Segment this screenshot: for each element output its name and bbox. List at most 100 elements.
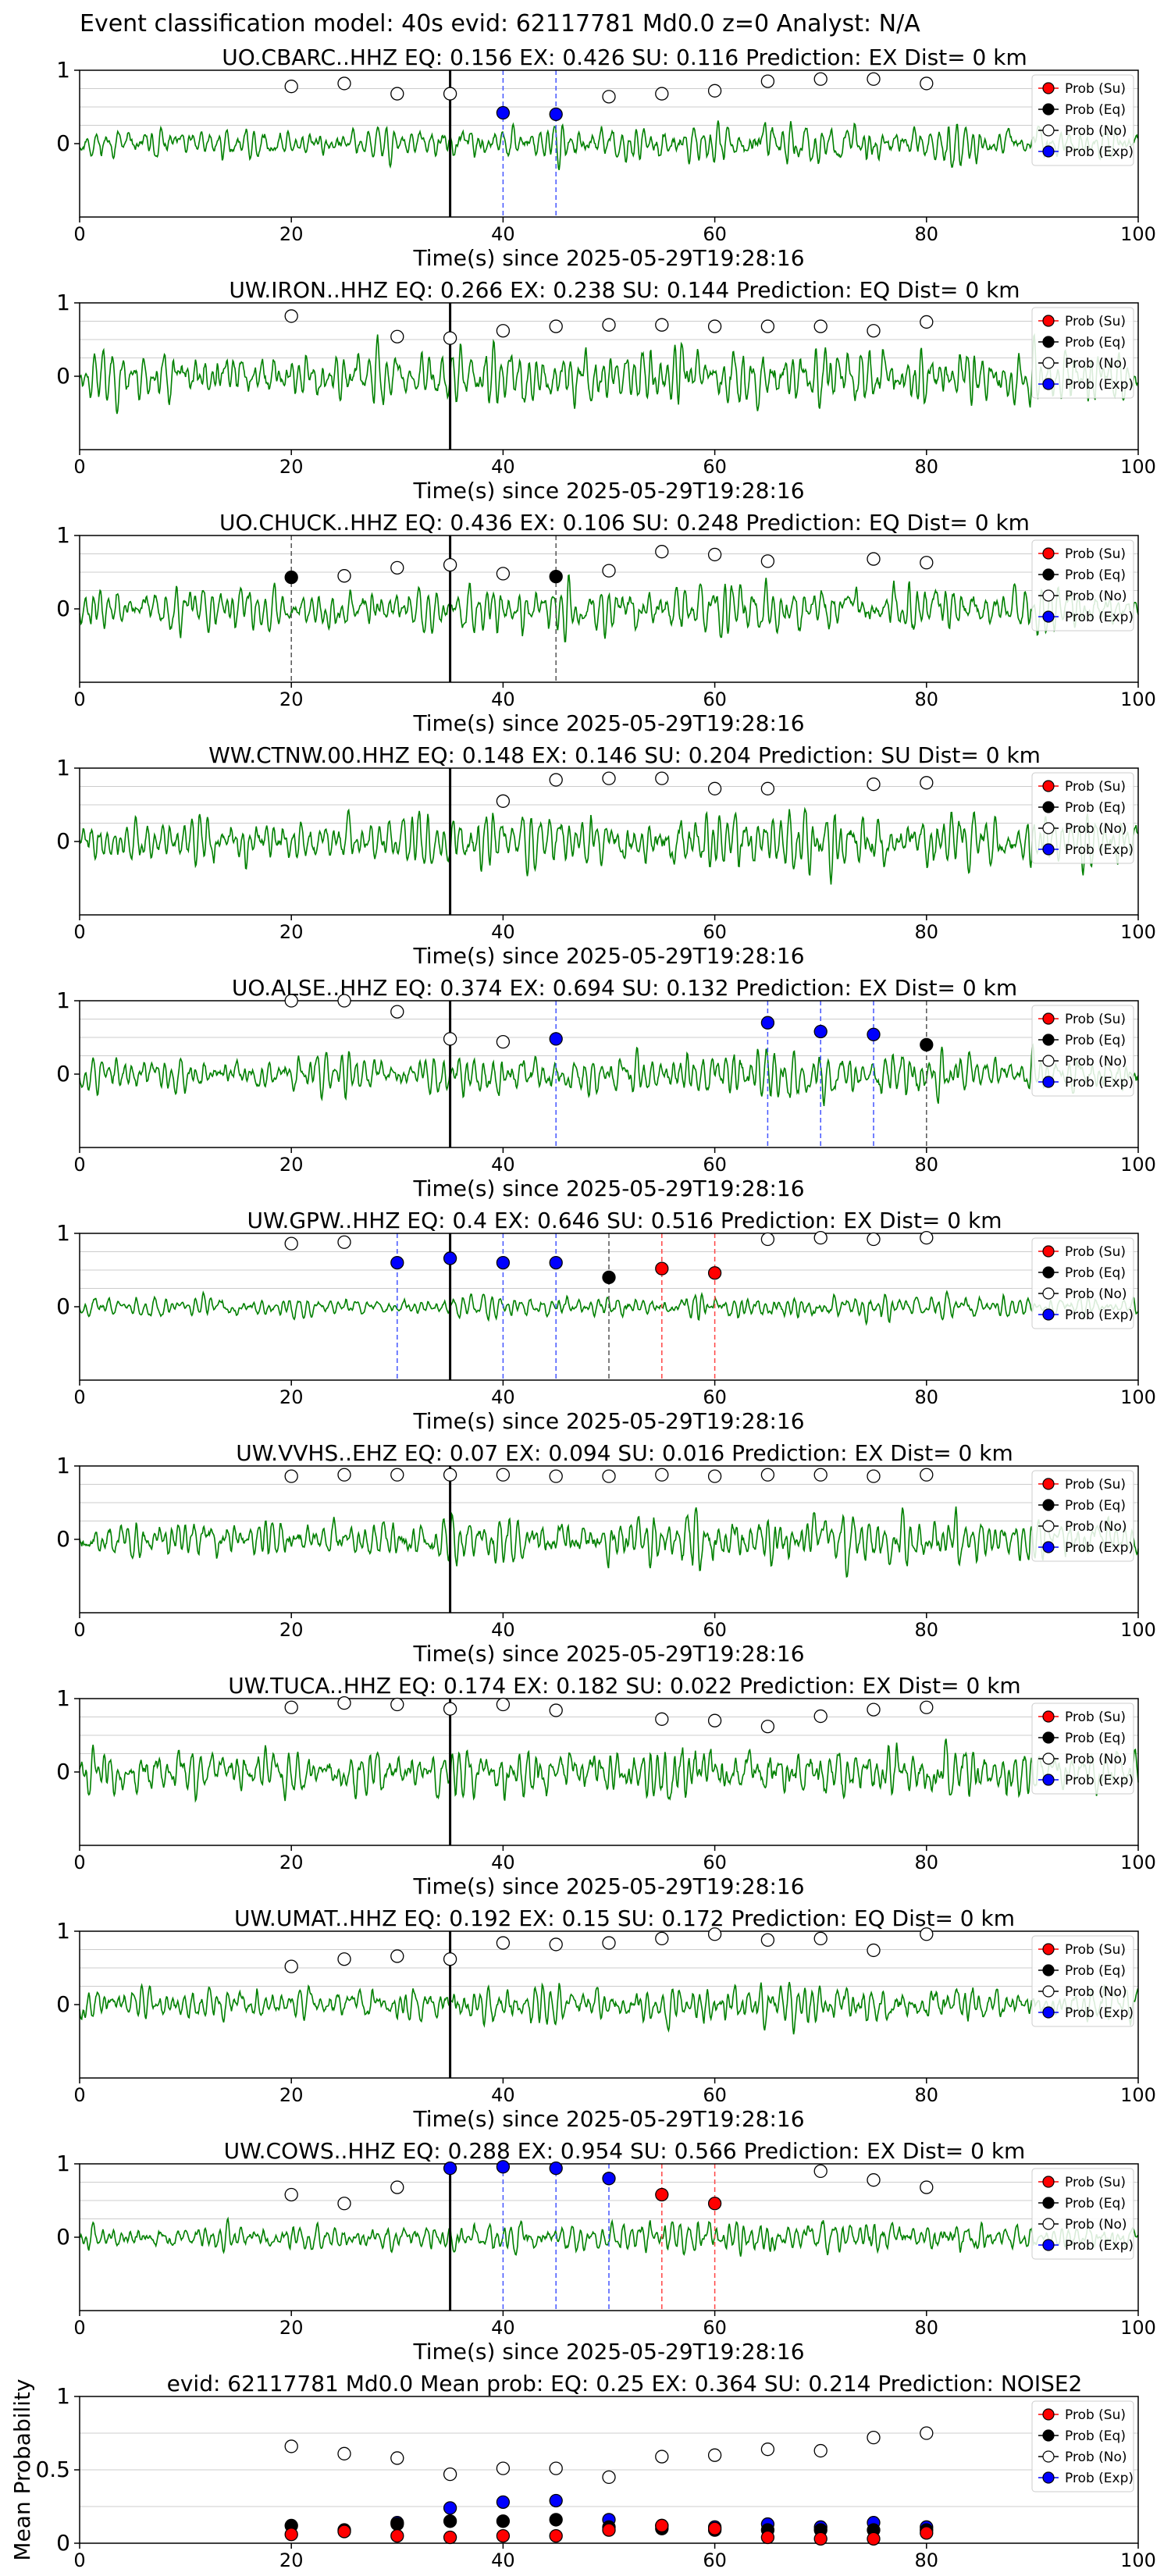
legend: Prob (Su) Prob (Eq) Prob (No) Prob (Exp) [1031, 2168, 1134, 2260]
prob-marker-su [602, 2523, 616, 2537]
prob-marker-no [920, 556, 934, 570]
legend-label: Prob (Exp) [1065, 1540, 1134, 1556]
prob-marker-no [284, 1959, 298, 1973]
legend-box [1031, 772, 1134, 864]
x-tick-label: 60 [703, 921, 727, 943]
y-tick-label: 1 [56, 987, 70, 1013]
x-tick-label: 40 [491, 688, 515, 710]
legend-marker-su [1042, 82, 1055, 94]
prob-marker-no [496, 1468, 511, 1482]
x-tick-label: 60 [703, 2549, 727, 2571]
prob-marker-no [867, 2173, 881, 2187]
prob-marker-no [760, 1232, 775, 1247]
x-tick-label: 0 [73, 1852, 85, 1873]
y-tick-label: 0 [56, 828, 70, 854]
prob-marker-no [337, 76, 351, 91]
prob-marker-no [655, 87, 669, 101]
x-tick-label: 80 [915, 1619, 939, 1641]
x-tick-label: 60 [703, 223, 727, 245]
prob-marker-exp [549, 2493, 563, 2508]
x-tick-label: 20 [279, 2549, 304, 2571]
prob-marker-no [867, 1943, 881, 1958]
waveform-trace [79, 1042, 1139, 1107]
x-tick-label: 80 [915, 688, 939, 710]
prob-marker-exp [496, 2495, 511, 2510]
legend-box [1031, 74, 1134, 166]
prob-marker-eq [549, 2513, 563, 2527]
legend-label: Prob (Eq) [1065, 800, 1126, 816]
plot-area [80, 535, 1138, 682]
legend-label: Prob (Eq) [1065, 2428, 1126, 2444]
prob-marker-no [655, 318, 669, 332]
x-tick-label: 40 [491, 2549, 515, 2571]
legend-box [1031, 307, 1134, 399]
prob-marker-no [760, 1933, 775, 1947]
legend-label: Prob (Eq) [1065, 2196, 1126, 2211]
x-tick-label: 60 [703, 1154, 727, 1176]
prob-marker-no [496, 2461, 511, 2475]
prob-marker-exp [549, 107, 563, 122]
legend-label: Prob (Eq) [1065, 1265, 1126, 1281]
panel-title: WW.CTNW.00.HHZ EQ: 0.148 EX: 0.146 SU: 0… [208, 742, 1041, 768]
legend-marker-exp [1042, 2471, 1055, 2484]
x-tick-label: 20 [279, 1619, 304, 1641]
legend-marker-eq [1042, 1731, 1055, 1744]
legend-label: Prob (Su) [1065, 1477, 1126, 1493]
prob-marker-no [549, 2461, 563, 2475]
y-tick-label: 1 [56, 1220, 70, 1246]
x-tick-label: 20 [279, 1154, 304, 1176]
legend-marker-eq [1042, 103, 1055, 116]
prob-marker-no [390, 2451, 404, 2465]
prob-marker-no [707, 319, 722, 333]
panel-9: 0 20 40 60 80 100 0 1 UW.UMAT..HHZ EQ: 0.192 EX:… [56, 1905, 1156, 2132]
x-axis-label: Time(s) since 2025-05-29T19:28:16 [412, 1641, 804, 1667]
x-tick-label: 40 [491, 1386, 515, 1408]
legend: Prob (Su) Prob (Eq) Prob (No) Prob (Exp) [1031, 1935, 1134, 2027]
legend-marker-eq [1042, 1266, 1055, 1279]
legend-marker-eq [1042, 2429, 1055, 2442]
x-tick-label: 80 [915, 2084, 939, 2106]
legend-marker-eq [1042, 568, 1055, 581]
legend-label: Prob (Eq) [1065, 1033, 1126, 1048]
prob-marker-no [443, 557, 457, 572]
legend-marker-su [1042, 2408, 1055, 2421]
legend-label: Prob (No) [1065, 1286, 1127, 1302]
legend-marker-no [1042, 1055, 1055, 1067]
legend-label: Prob (Exp) [1065, 2238, 1134, 2254]
legend-marker-no [1042, 822, 1055, 834]
x-tick-label: 80 [915, 1386, 939, 1408]
waveform-trace [79, 574, 1139, 642]
prob-marker-no [390, 1005, 404, 1019]
x-tick-label: 100 [1120, 2084, 1156, 2106]
legend-marker-eq [1042, 1964, 1055, 1976]
prob-marker-eq [496, 2514, 511, 2528]
legend-label: Prob (Eq) [1065, 335, 1126, 350]
x-tick-label: 80 [915, 921, 939, 943]
legend-marker-eq [1042, 801, 1055, 813]
prob-marker-exp [813, 1024, 828, 1039]
x-tick-label: 100 [1120, 688, 1156, 710]
prob-marker-no [284, 1236, 298, 1251]
legend-label: Prob (Exp) [1065, 1773, 1134, 1788]
prob-marker-no [920, 1468, 934, 1482]
x-tick-label: 80 [915, 1852, 939, 1873]
prob-marker-no [602, 1936, 616, 1950]
legend-label: Prob (Exp) [1065, 144, 1134, 160]
legend-label: Prob (Exp) [1065, 610, 1134, 625]
prob-marker-eq [284, 570, 298, 585]
prob-marker-no [549, 1703, 563, 1717]
prob-marker-no [390, 560, 404, 575]
prob-marker-no [813, 1230, 828, 1245]
prob-marker-no [284, 80, 298, 94]
prob-marker-no [867, 2430, 881, 2445]
legend-marker-su [1042, 1245, 1055, 1258]
prob-marker-exp [496, 1255, 511, 1270]
legend-marker-su [1042, 2176, 1055, 2188]
prob-marker-no [602, 564, 616, 578]
x-axis-label: Time(s) since 2025-05-29T19:28:16 [412, 245, 804, 271]
legend-label: Prob (Su) [1065, 2407, 1126, 2423]
panel-title: UW.IRON..HHZ EQ: 0.266 EX: 0.238 SU: 0.1… [229, 277, 1020, 303]
prob-marker-su [707, 2521, 722, 2535]
legend: Prob (Su) Prob (Eq) Prob (No) Prob (Exp) [1031, 74, 1134, 166]
legend-label: Prob (Su) [1065, 779, 1126, 795]
